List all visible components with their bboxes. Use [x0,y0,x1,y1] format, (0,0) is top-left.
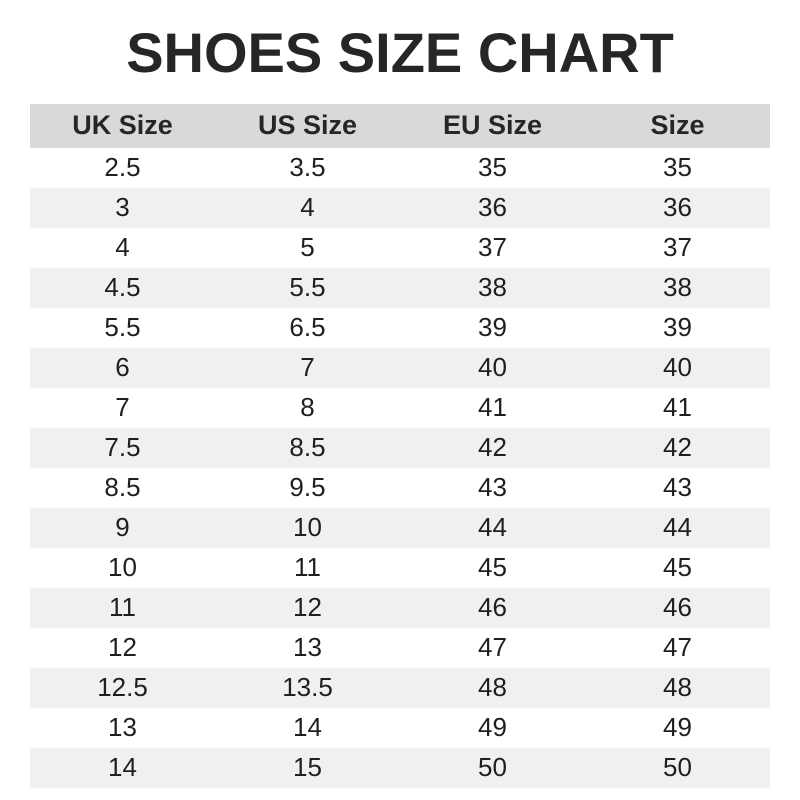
table-row: 10 11 45 45 [30,547,770,588]
table-row: 4.5 5.5 38 38 [30,267,770,308]
page-title: SHOES SIZE CHART [126,21,674,84]
table-body: 2.5 3.5 35 35 3 4 36 36 4 5 37 37 4.5 5.5 38 38 5.5 6.5 39… [30,147,770,788]
table-row: 8.5 9.5 43 43 [30,467,770,508]
table-row: 13 14 49 49 [30,707,770,748]
table-cell: 12.5 [30,667,215,708]
table-cell: 46 [585,587,770,628]
table-cell: 36 [400,187,585,228]
table-cell: 5.5 [30,307,215,348]
table-cell: 37 [585,227,770,268]
table-cell: 47 [585,627,770,668]
table-cell: 35 [585,147,770,188]
table-cell: 39 [585,307,770,348]
table-cell: 8 [215,387,400,428]
table-cell: 42 [400,427,585,468]
table-row: 9 10 44 44 [30,507,770,548]
column-header-eu-size: EU Size [400,103,585,148]
table-cell: 6.5 [215,307,400,348]
table-row: 7.5 8.5 42 42 [30,427,770,468]
table-row: 5.5 6.5 39 39 [30,307,770,348]
table-cell: 44 [585,507,770,548]
table-cell: 44 [400,507,585,548]
table-cell: 13 [215,627,400,668]
table-cell: 11 [215,547,400,588]
table-cell: 38 [400,267,585,308]
table-row: 4 5 37 37 [30,227,770,268]
table-cell: 3.5 [215,147,400,188]
table-cell: 10 [30,547,215,588]
table-cell: 40 [585,347,770,388]
table-cell: 36 [585,187,770,228]
table-cell: 13.5 [215,667,400,708]
table-cell: 4 [30,227,215,268]
table-cell: 11 [30,587,215,628]
table-cell: 8.5 [30,467,215,508]
column-header-size: Size [585,103,770,148]
table-cell: 5.5 [215,267,400,308]
table-cell: 42 [585,427,770,468]
table-cell: 5 [215,227,400,268]
column-header-uk-size: UK Size [30,103,215,148]
table-cell: 4 [215,187,400,228]
table-cell: 6 [30,347,215,388]
table-row: 12 13 47 47 [30,627,770,668]
table-row: 2.5 3.5 35 35 [30,147,770,188]
table-cell: 46 [400,587,585,628]
table-row: 6 7 40 40 [30,347,770,388]
table-header: UK Size US Size EU Size Size [30,103,770,148]
table-cell: 12 [215,587,400,628]
table-cell: 48 [400,667,585,708]
table-cell: 15 [215,747,400,788]
column-header-us-size: US Size [215,103,400,148]
table-cell: 45 [585,547,770,588]
table-cell: 7 [30,387,215,428]
table-cell: 7 [215,347,400,388]
table-cell: 3 [30,187,215,228]
table-cell: 39 [400,307,585,348]
table-row: 12.5 13.5 48 48 [30,667,770,708]
table-cell: 43 [585,467,770,508]
table-cell: 41 [400,387,585,428]
table-header-row: UK Size US Size EU Size Size [30,103,770,148]
table-cell: 35 [400,147,585,188]
table-cell: 50 [400,747,585,788]
table-cell: 38 [585,267,770,308]
table-cell: 40 [400,347,585,388]
table-cell: 45 [400,547,585,588]
table-cell: 49 [585,707,770,748]
table-cell: 48 [585,667,770,708]
table-cell: 49 [400,707,585,748]
table-cell: 10 [215,507,400,548]
table-cell: 2.5 [30,147,215,188]
table-cell: 14 [30,747,215,788]
table-row: 11 12 46 46 [30,587,770,628]
table-cell: 9.5 [215,467,400,508]
table-cell: 50 [585,747,770,788]
table-row: 14 15 50 50 [30,747,770,788]
table-cell: 12 [30,627,215,668]
table-cell: 43 [400,467,585,508]
table-cell: 9 [30,507,215,548]
table-row: 7 8 41 41 [30,387,770,428]
table-cell: 47 [400,627,585,668]
table-cell: 37 [400,227,585,268]
table-cell: 14 [215,707,400,748]
table-cell: 7.5 [30,427,215,468]
size-chart-table: UK Size US Size EU Size Size 2.5 3.5 35 35 3… [30,103,770,788]
table-row: 3 4 36 36 [30,187,770,228]
table-cell: 41 [585,387,770,428]
table-cell: 4.5 [30,267,215,308]
table-cell: 13 [30,707,215,748]
table-cell: 8.5 [215,427,400,468]
